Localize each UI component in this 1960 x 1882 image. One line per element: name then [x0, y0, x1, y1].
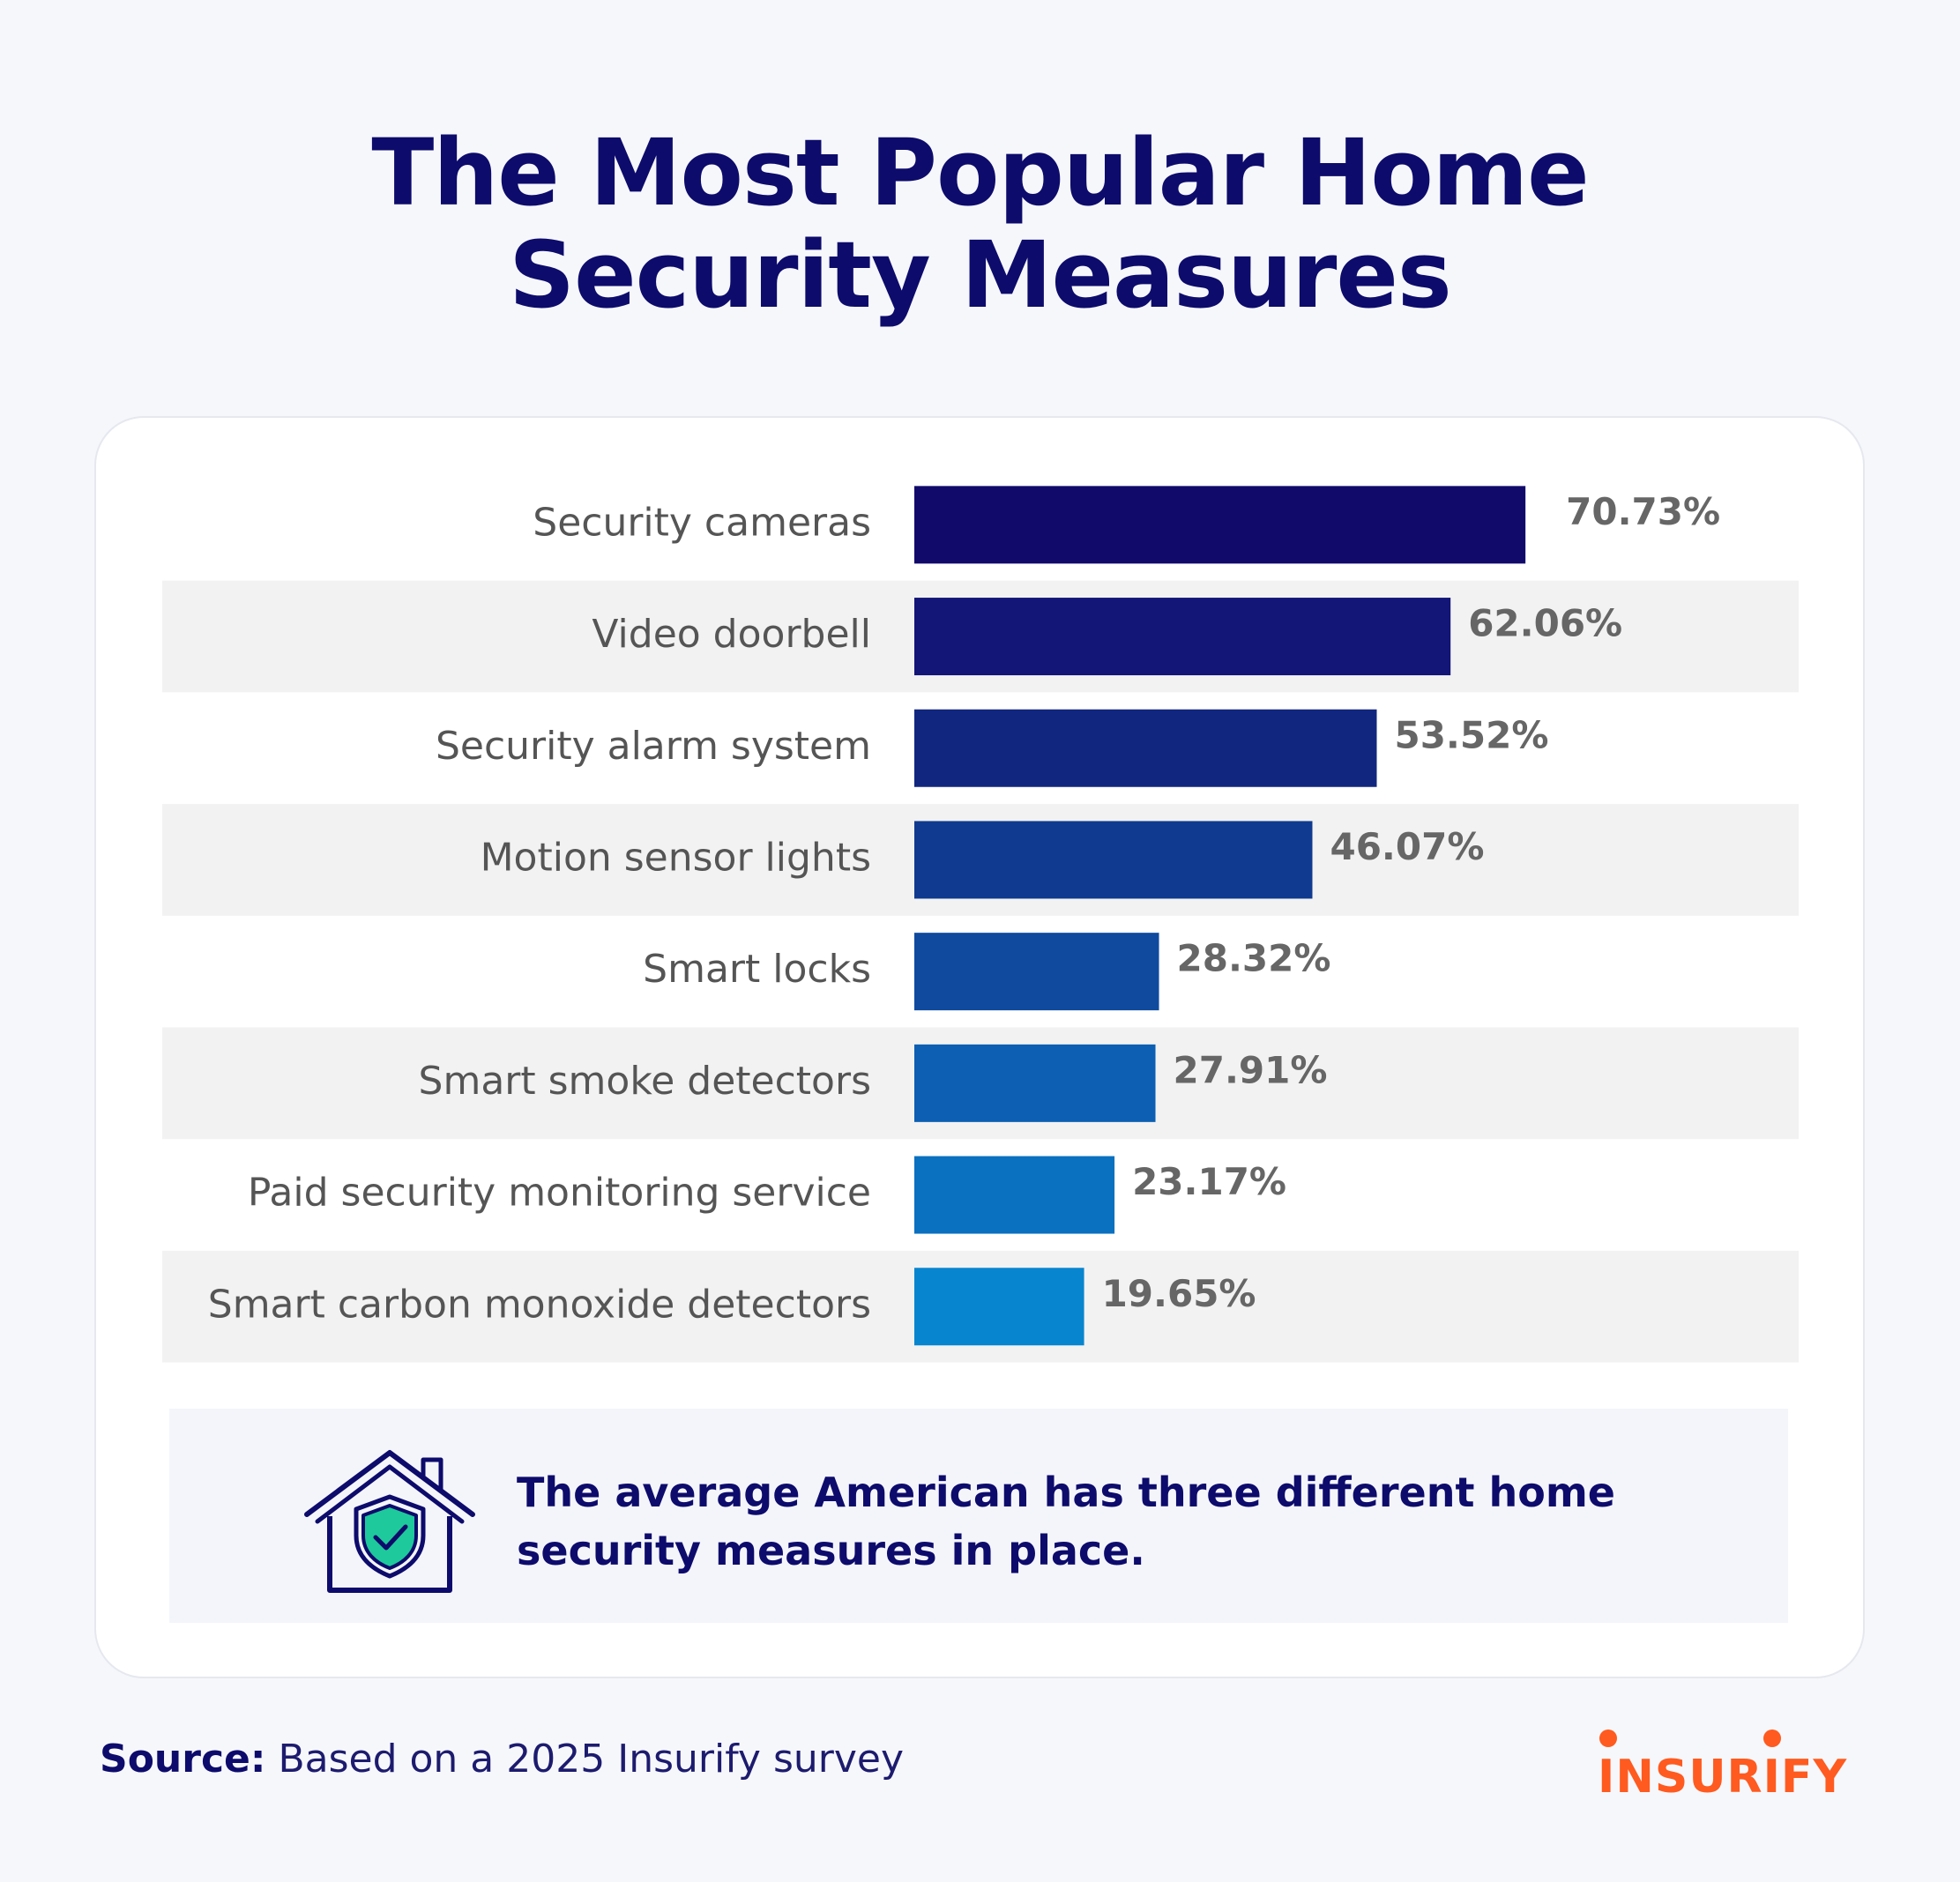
value-label-motion-sensor-lights: 46.07% [1330, 825, 1484, 868]
bar-smart-locks [914, 933, 1159, 1011]
bar-motion-sensor-lights [914, 821, 1313, 899]
source-text: Based on a 2025 Insurify survey [265, 1737, 904, 1782]
value-label-security-cameras: 70.73% [1566, 490, 1720, 533]
title-line-2: Security Measures [509, 221, 1452, 329]
category-label-smart-carbon-monoxide-detectors: Smart carbon monoxide detectors [208, 1282, 871, 1327]
value-label-smart-smoke-detectors: 27.91% [1174, 1048, 1328, 1091]
logo-dot-left [1599, 1730, 1617, 1747]
category-label-security-cameras: Security cameras [533, 500, 871, 545]
category-label-motion-sensor-lights: Motion sensor lights [481, 835, 871, 880]
category-label-security-alarm-system: Security alarm system [436, 724, 871, 769]
value-label-paid-security-monitoring-service: 23.17% [1132, 1160, 1286, 1203]
source-label: Source: [100, 1737, 266, 1782]
page-title: The Most Popular Home Security Measures [0, 122, 1960, 326]
callout-text: The average American has three different… [517, 1469, 1615, 1574]
bars-group [914, 486, 1526, 1346]
insurify-logo: INSURIFY [1598, 1726, 1848, 1805]
category-label-paid-security-monitoring-service: Paid security monitoring service [248, 1171, 871, 1216]
title-line-1: The Most Popular Home [371, 119, 1589, 227]
value-label-video-doorbell: 62.06% [1468, 602, 1622, 645]
bar-smart-smoke-detectors [914, 1044, 1156, 1122]
house-shield-check-icon [304, 1450, 475, 1593]
callout-box: The average American has three different… [169, 1409, 1788, 1623]
category-label-video-doorbell: Video doorbell [592, 612, 871, 657]
value-label-smart-carbon-monoxide-detectors: 19.65% [1102, 1272, 1256, 1315]
bar-paid-security-monitoring-service [914, 1156, 1115, 1234]
bar-video-doorbell [914, 598, 1451, 676]
value-labels: 70.73% 62.06% 53.52% 46.07% 28.32% 27.91% 23.1… [1102, 490, 1721, 1315]
bar-security-alarm-system [914, 709, 1377, 787]
category-label-smart-locks: Smart locks [643, 947, 871, 992]
logo-dot-right [1763, 1730, 1781, 1747]
value-label-smart-locks: 28.32% [1177, 937, 1331, 980]
source-note: Source: Based on a 2025 Insurify survey [100, 1737, 904, 1782]
category-labels: Security cameras Video doorbell Security a… [208, 500, 871, 1327]
logo-wordmark: INSURIFY [1598, 1751, 1848, 1804]
bar-security-cameras [914, 486, 1526, 564]
value-label-security-alarm-system: 53.52% [1394, 713, 1548, 756]
bar-smart-carbon-monoxide-detectors [914, 1268, 1084, 1346]
bar-chart: Security cameras Video doorbell Security a… [162, 486, 1799, 1363]
category-label-smart-smoke-detectors: Smart smoke detectors [419, 1059, 871, 1104]
